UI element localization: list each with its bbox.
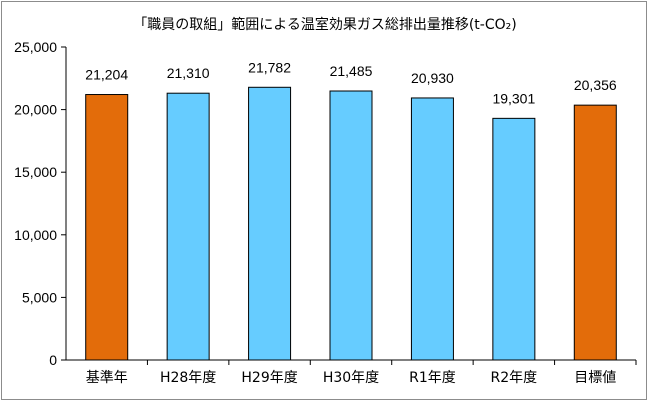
y-tick-label: 20,000	[14, 102, 57, 118]
bar	[492, 117, 536, 361]
x-tick-label: R2年度	[491, 370, 538, 386]
y-tick-label: 5,000	[22, 289, 57, 305]
bar	[85, 94, 129, 361]
data-label: 21,204	[85, 67, 128, 83]
x-tick-label: 目標値	[574, 370, 616, 386]
bar	[573, 104, 617, 361]
y-tick-label: 15,000	[14, 164, 57, 180]
x-tick-label: 基準年	[86, 369, 128, 386]
x-tick-label: H28年度	[160, 370, 216, 386]
plot-area: 0 5,000 10,000 15,000 20,000 25,000 21,204 基準年 2…	[14, 39, 637, 386]
x-tick-label: H29年度	[241, 370, 297, 386]
bar	[166, 92, 210, 361]
data-label: 21,485	[330, 63, 373, 79]
data-label: 20,930	[411, 70, 454, 86]
data-label: 19,301	[492, 90, 535, 106]
y-tick-label: 25,000	[14, 39, 57, 55]
data-label: 21,782	[248, 59, 291, 75]
y-tick-label: 0	[49, 352, 57, 368]
bar	[410, 97, 454, 361]
data-label: 21,310	[167, 65, 210, 81]
chart-title: 「職員の取組」範囲による温室効果ガス総排出量推移(t-CO₂)	[133, 16, 516, 33]
x-tick-label: R1年度	[409, 370, 456, 386]
x-tick-label: H30年度	[323, 370, 379, 386]
bar	[329, 90, 373, 361]
bar	[248, 86, 292, 361]
data-label: 20,356	[574, 77, 617, 93]
y-tick-label: 10,000	[14, 227, 57, 243]
